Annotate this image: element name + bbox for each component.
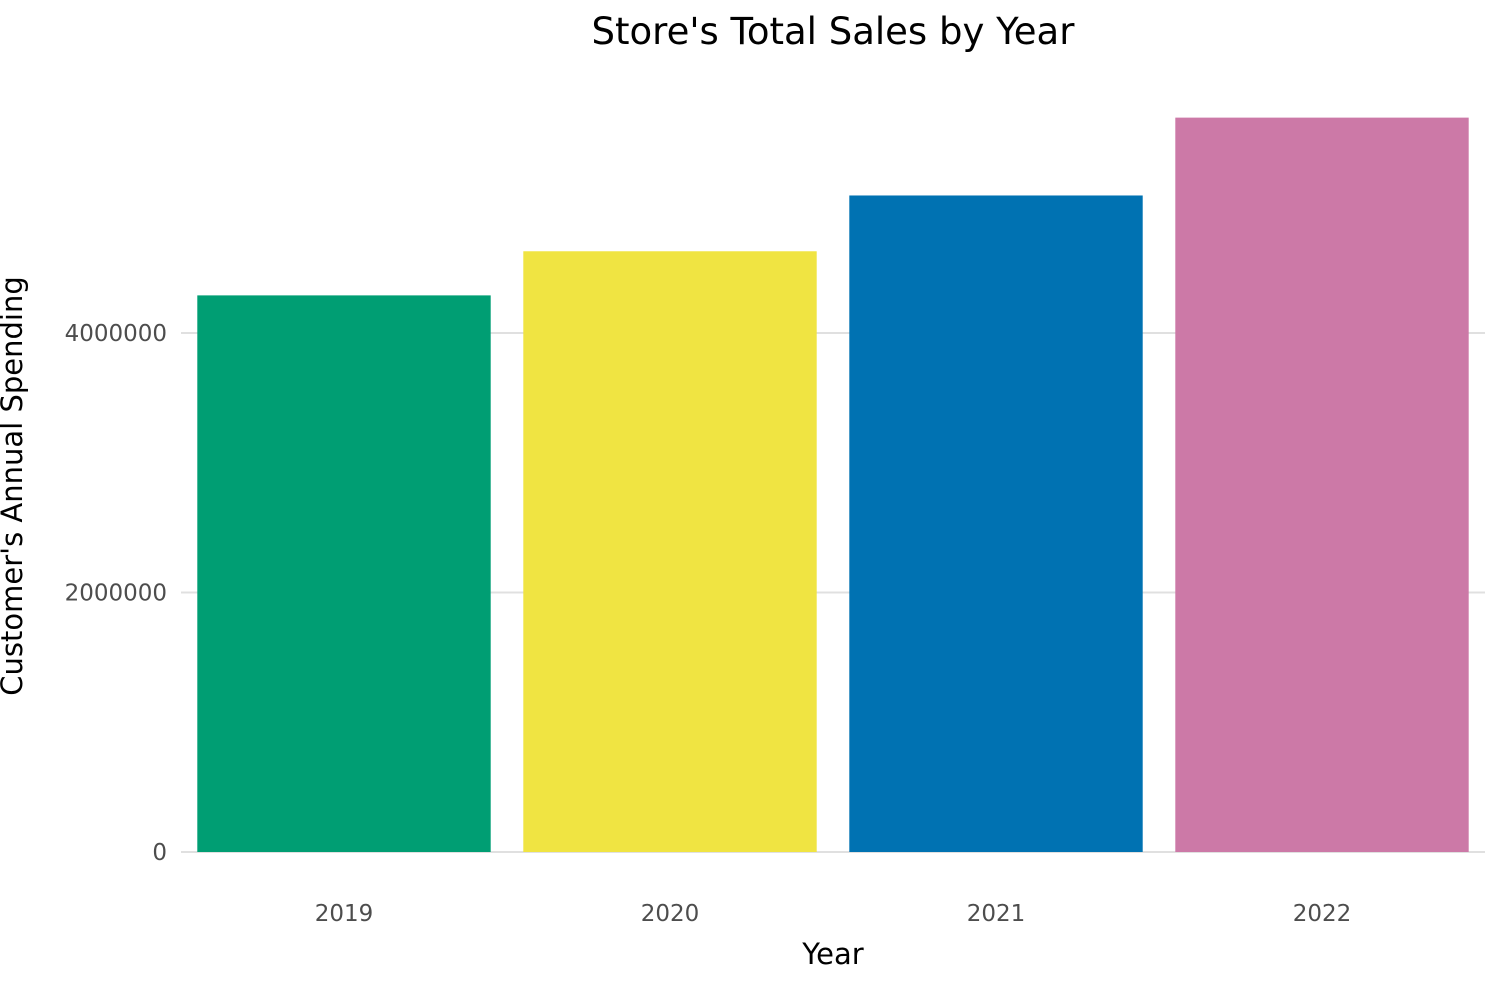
x-tick-label-2022: 2022 — [1293, 901, 1352, 927]
x-tick-label-2021: 2021 — [967, 901, 1026, 927]
bars — [197, 117, 1469, 853]
chart-title: Store's Total Sales by Year — [592, 10, 1076, 53]
bar-2019 — [197, 295, 491, 853]
y-tick-label: 4000000 — [65, 321, 167, 347]
bar-2020 — [523, 251, 817, 853]
y-tick-label: 2000000 — [65, 581, 167, 607]
x-tick-label-2020: 2020 — [641, 901, 700, 927]
bar-2021 — [849, 195, 1143, 852]
y-axis-ticks: 0 2000000 4000000 — [65, 321, 167, 866]
y-tick-label: 0 — [152, 840, 167, 866]
x-tick-label-2019: 2019 — [315, 901, 374, 927]
x-axis-label: Year — [801, 937, 863, 971]
bar-2022 — [1175, 117, 1469, 852]
x-axis-ticks: 2019 2020 2021 2022 — [315, 901, 1352, 927]
y-axis-label: Customer's Annual Spending — [0, 276, 29, 695]
